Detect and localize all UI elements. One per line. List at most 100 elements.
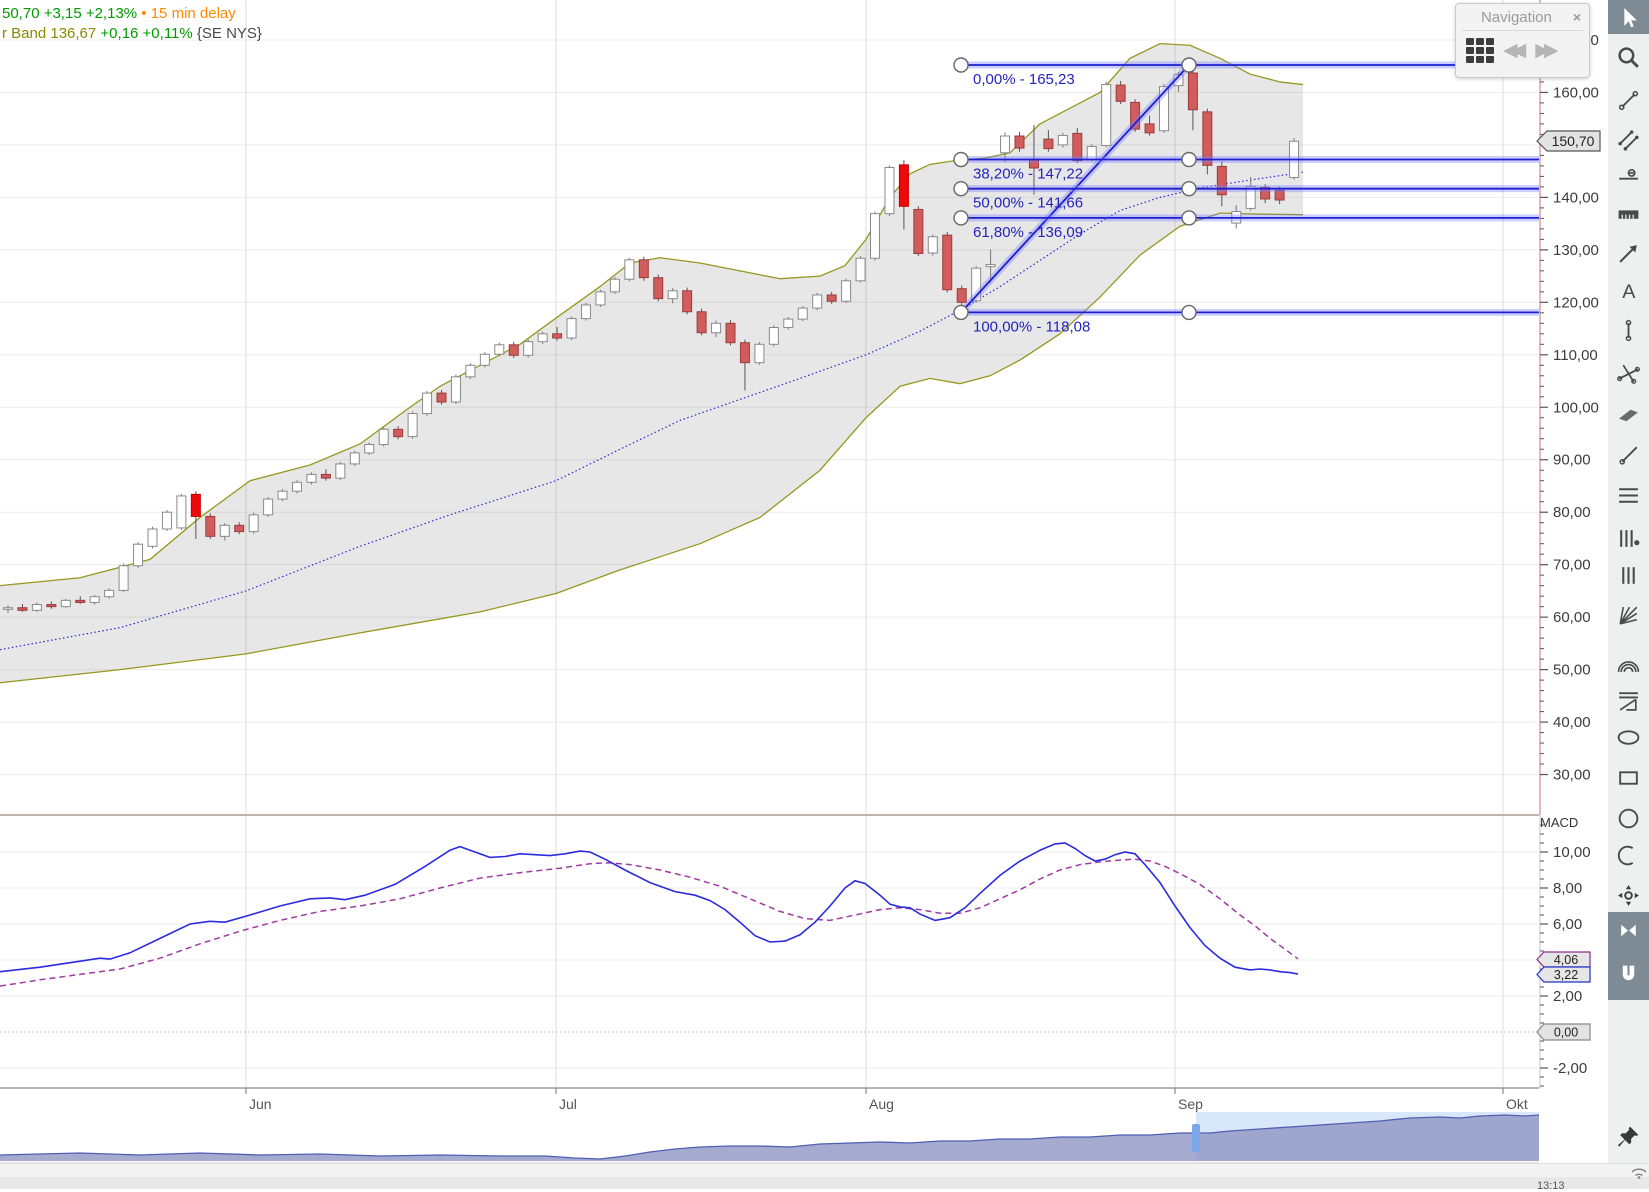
trend-arrow-icon — [1619, 244, 1637, 263]
candle-body — [219, 524, 230, 537]
fib-retracement-tool-button[interactable] — [1608, 477, 1649, 513]
trend-arrow-tool-button[interactable] — [1608, 235, 1649, 271]
horizontal-line-tool-button[interactable] — [1608, 157, 1649, 193]
candle-body — [841, 280, 852, 302]
arc-tool-button[interactable] — [1608, 837, 1649, 873]
navigator-handle[interactable] — [1192, 1124, 1200, 1152]
candle-body — [956, 288, 967, 303]
candle-body — [349, 452, 360, 465]
macd-value-badge: 3,22 — [1536, 966, 1591, 983]
candle-body — [407, 413, 418, 438]
fib-handle[interactable] — [953, 304, 969, 321]
rectangle-tool-button[interactable] — [1608, 759, 1649, 795]
circle-tool-button[interactable] — [1608, 800, 1649, 836]
candle-body — [609, 278, 620, 293]
candle-body — [711, 322, 722, 334]
cursor-tool-button[interactable] — [1608, 0, 1649, 34]
candle-body — [552, 333, 563, 339]
candle-body — [46, 604, 57, 608]
fib-handle[interactable] — [953, 151, 969, 168]
fib-handle[interactable] — [1181, 304, 1197, 321]
candle-body — [17, 607, 28, 611]
candle-body — [1000, 135, 1011, 154]
candle-body — [682, 290, 693, 313]
polygon-tool-button[interactable] — [1608, 397, 1649, 433]
price-tick-label: 70,00 — [1553, 557, 1591, 574]
pitchfork-tool-button[interactable] — [1608, 355, 1649, 391]
fib-handle[interactable] — [1181, 151, 1197, 168]
candle-body — [638, 259, 649, 279]
parallel-lines-icon — [1618, 129, 1639, 151]
navigator-area — [0, 1115, 1540, 1161]
candle-body — [1260, 186, 1271, 200]
fib-handle[interactable] — [953, 180, 969, 197]
fib-handle[interactable] — [953, 57, 969, 73]
price-tick-label: 120,00 — [1553, 294, 1599, 311]
legend-delay-note: • 15 min delay — [141, 5, 236, 22]
badge-text: 150,70 — [1552, 133, 1595, 149]
vertical-segment-tool-button[interactable] — [1608, 312, 1649, 348]
trendline-tool-button[interactable] — [1608, 82, 1649, 118]
zoom-icon — [1618, 46, 1639, 68]
macd-tick-label: 10,00 — [1553, 844, 1591, 861]
price-tick-label: 100,00 — [1553, 399, 1599, 416]
bottom-strip[interactable] — [0, 1163, 1649, 1177]
statusbar — [0, 1177, 1649, 1189]
candle-body — [667, 290, 678, 300]
fib-handle[interactable] — [1181, 210, 1197, 226]
navigator[interactable] — [0, 1112, 1541, 1161]
ruler-tool-button[interactable] — [1608, 194, 1649, 230]
gann-grid-icon — [1619, 691, 1638, 711]
candle-body — [1216, 165, 1227, 196]
legend-exchange: {SE NYS} — [196, 25, 262, 42]
candle-body — [176, 495, 187, 529]
candle-body — [277, 490, 288, 500]
candle-body — [31, 604, 42, 611]
candle-body — [1187, 72, 1198, 111]
candle-body — [436, 392, 447, 403]
candle-body — [3, 607, 13, 610]
fib-handle[interactable] — [1181, 180, 1197, 197]
ruler-icon — [1618, 209, 1639, 219]
candle-body — [479, 353, 490, 366]
vertical-lines-tool-button[interactable] — [1608, 557, 1649, 593]
ellipse-tool-button[interactable] — [1608, 719, 1649, 755]
ray-tool-button[interactable] — [1608, 437, 1649, 473]
candle-body — [1159, 86, 1169, 132]
macd-signal-line — [0, 858, 1299, 987]
candle-body — [508, 344, 519, 356]
candle-body — [870, 213, 880, 259]
pin-icon — [1617, 1126, 1639, 1147]
candle-body — [696, 311, 707, 334]
step-forward-icon[interactable]: ▶▶ — [1535, 40, 1558, 61]
trendline-icon — [1618, 90, 1639, 110]
step-back-icon[interactable]: ◀◀ — [1503, 40, 1526, 61]
fib-handle[interactable] — [953, 210, 969, 226]
close-icon[interactable]: × — [1572, 9, 1581, 25]
grid-view-icon[interactable] — [1466, 38, 1494, 63]
price-tick-label: 130,00 — [1553, 242, 1599, 259]
zoom-tool-button[interactable] — [1608, 39, 1649, 75]
fib-level-label: 38,20% - 147,22 — [973, 165, 1083, 182]
playback-icon — [1621, 924, 1636, 936]
parallel-lines-tool-button[interactable] — [1608, 122, 1649, 158]
fib-handle[interactable] — [1181, 57, 1197, 73]
candle-body — [1245, 185, 1256, 209]
fib-arcs-tool-button[interactable] — [1608, 645, 1649, 681]
legend-last-price: 50,70 +3,15 +2,13% — [2, 5, 138, 22]
text-tool-button[interactable]: A — [1608, 272, 1649, 308]
candle-body — [1115, 84, 1126, 102]
pin-tool-button[interactable] — [1608, 1118, 1649, 1154]
bollinger-middle-line — [0, 171, 1304, 651]
gann-fan-tool-button[interactable] — [1608, 597, 1649, 633]
playback-tool-button[interactable] — [1608, 912, 1649, 948]
navigation-panel-header[interactable]: Navigation × — [1462, 4, 1583, 31]
macd-tick-label: 8,00 — [1553, 880, 1582, 897]
ray-icon — [1619, 446, 1638, 465]
fib-time-zones-tool-button[interactable] — [1608, 520, 1649, 556]
candle-body — [1274, 190, 1285, 201]
magnet-tool-button[interactable] — [1608, 956, 1649, 992]
ellipse-icon — [1617, 729, 1640, 745]
move-tool-button[interactable] — [1608, 877, 1649, 913]
gann-grid-tool-button[interactable] — [1608, 682, 1649, 718]
